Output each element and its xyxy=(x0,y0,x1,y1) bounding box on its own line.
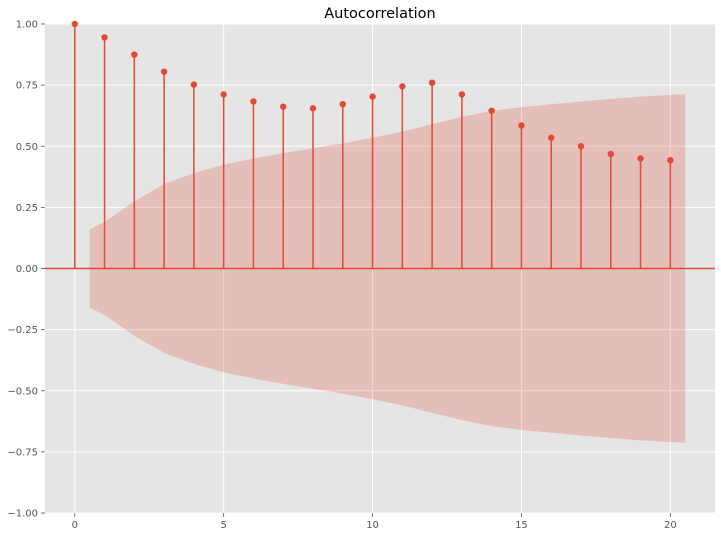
chart-title: Autocorrelation xyxy=(324,6,435,22)
stem-marker xyxy=(458,91,466,98)
stem-marker xyxy=(428,79,436,86)
y-tick-label: −0.75 xyxy=(7,447,38,458)
y-tick-label: −0.25 xyxy=(7,325,38,336)
x-tick-label: 15 xyxy=(515,520,528,531)
stem-marker xyxy=(220,91,227,98)
x-tick-label: 20 xyxy=(664,520,677,531)
stems xyxy=(74,24,672,269)
y-tick-label: −0.50 xyxy=(7,386,38,397)
y-tick-label: 0.50 xyxy=(16,142,38,153)
stem-marker xyxy=(488,107,495,114)
y-tick-label: −1.00 xyxy=(7,509,38,520)
y-tick-label: 0.25 xyxy=(16,203,38,214)
stem-marker xyxy=(339,100,346,108)
stem-marker xyxy=(518,122,525,129)
x-tick-label: 0 xyxy=(72,520,78,531)
stem-marker xyxy=(71,20,78,28)
stem-marker xyxy=(160,68,168,75)
markers xyxy=(71,20,674,164)
stem-marker xyxy=(577,143,585,150)
y-axis-ticks: −1.00 −0.75 −0.50 −0.25 0.00 0.25 0.50 0.75 1.00 xyxy=(7,20,45,520)
stem-marker xyxy=(250,98,257,105)
stem-marker xyxy=(131,51,138,58)
y-tick-label: 0.00 xyxy=(16,264,38,275)
x-axis-ticks: 0 5 10 15 20 xyxy=(72,513,677,531)
stem-marker xyxy=(280,103,287,110)
stem-marker xyxy=(101,34,108,41)
stem-marker xyxy=(548,134,555,141)
y-tick-label: 1.00 xyxy=(16,20,38,31)
y-tick-label: 0.75 xyxy=(16,81,38,92)
stem-marker xyxy=(637,155,644,162)
stem-marker xyxy=(399,83,406,90)
stem-marker xyxy=(667,156,674,164)
stem-marker xyxy=(190,81,198,88)
x-tick-label: 5 xyxy=(220,520,226,531)
x-tick-label: 10 xyxy=(366,520,379,531)
stem-marker xyxy=(309,105,317,112)
stem-marker xyxy=(607,150,614,158)
stem-marker xyxy=(369,93,376,100)
